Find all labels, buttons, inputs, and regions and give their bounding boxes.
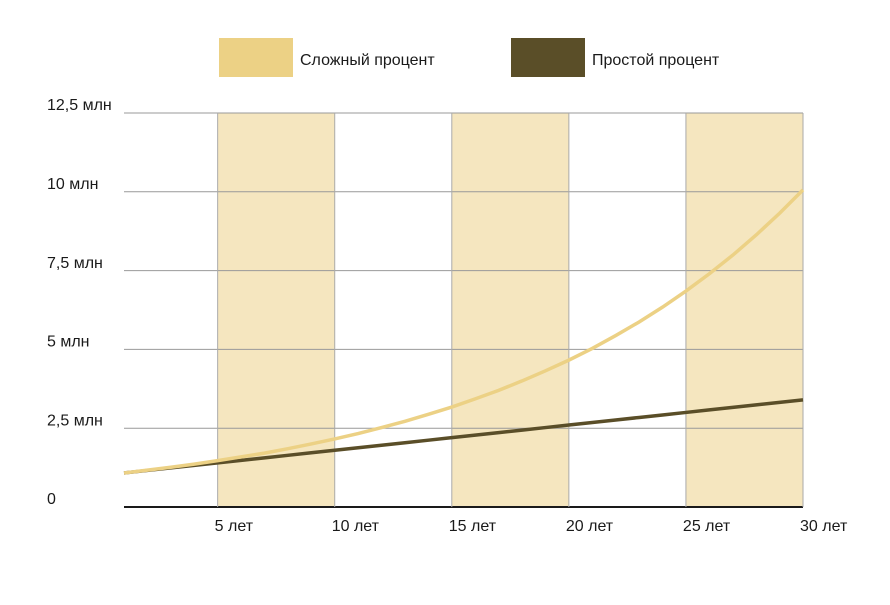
x-tick-label: 15 лет [449,518,497,535]
line-series [123,398,804,475]
legend-swatch [511,38,585,77]
band [451,113,569,507]
legend-label: Сложный процент [300,52,435,69]
y-tick-label: 10 млн [47,176,98,193]
band [217,113,335,507]
legend-swatch [219,38,293,77]
x-tick-label: 25 лет [683,518,731,535]
band [685,113,803,507]
legend-label: Простой процент [592,52,720,69]
x-tick-label: 30 лет [800,518,848,535]
y-tick-label: 12,5 млн [47,97,112,114]
y-tick-label: 5 млн [47,334,90,351]
y-tick-label: 7,5 млн [47,255,103,272]
y-tick-label: 0 [47,491,56,508]
x-tick-label: 10 лет [332,518,380,535]
x-tick-label: 20 лет [566,518,614,535]
line-series [123,188,805,475]
x-tick-label: 5 лет [215,518,254,535]
y-tick-label: 2,5 млн [47,412,103,429]
